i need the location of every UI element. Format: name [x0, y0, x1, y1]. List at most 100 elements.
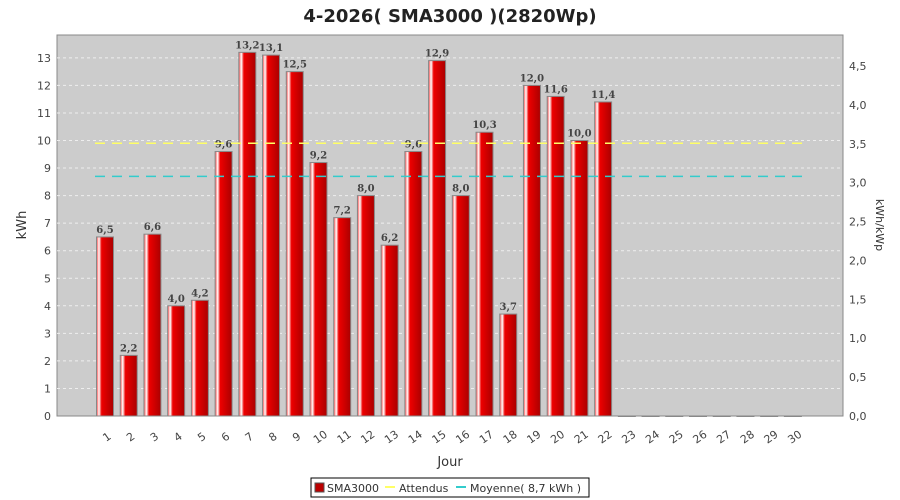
y-tick-label: 11 [37, 107, 51, 120]
y2-tick-label: 1,5 [849, 293, 867, 306]
bar-day-10 [309, 162, 328, 417]
bar-value-label: 3,7 [500, 302, 517, 313]
bar-day-25 [665, 415, 684, 417]
x-tick-label: 12 [358, 428, 377, 447]
legend-label-sma3000: SMA3000 [327, 482, 379, 495]
bar-day-30 [783, 415, 802, 417]
bar-day-16 [451, 195, 470, 417]
bar-day-11 [333, 217, 352, 417]
x-tick-label: 26 [691, 428, 710, 447]
y-axis-label: kWh [15, 211, 30, 240]
x-tick-label: 13 [382, 428, 401, 447]
bar-day-26 [689, 415, 707, 417]
bar-day-9 [285, 71, 304, 417]
x-tick-label: 4 [172, 430, 185, 445]
y-tick-label: 6 [44, 245, 51, 258]
x-tick-label: 19 [524, 428, 543, 447]
y-tick-label: 8 [44, 190, 51, 203]
y-tick-label: 10 [37, 135, 51, 148]
x-tick-label: 9 [290, 430, 303, 445]
y-tick-label: 5 [44, 272, 51, 285]
bar-value-label: 13,1 [259, 43, 283, 54]
x-tick-label: 27 [714, 428, 733, 447]
bar-value-label: 8,0 [452, 184, 469, 195]
x-tick-label: 5 [195, 430, 208, 445]
x-tick-label: 15 [430, 428, 449, 447]
bar-day-13 [380, 244, 399, 417]
x-tick-label: 6 [219, 430, 232, 445]
x-tick-label: 22 [596, 428, 615, 447]
x-tick-label: 1 [100, 430, 113, 445]
bar-day-3 [143, 233, 162, 417]
x-tick-label: 21 [572, 428, 591, 447]
legend-swatch-sma3000 [314, 482, 325, 493]
y-tick-label: 7 [44, 217, 51, 230]
bar-value-label: 10,3 [472, 120, 496, 131]
bar-day-17 [475, 131, 494, 417]
bar-day-22 [594, 101, 613, 417]
x-tick-label: 10 [311, 428, 330, 447]
bar-day-5 [190, 299, 209, 417]
bar-value-label: 8,0 [357, 184, 374, 195]
bar-day-19 [522, 84, 541, 417]
bar-value-label: 13,2 [235, 40, 259, 51]
bar-value-label: 9,2 [310, 151, 327, 162]
y-tick-label: 2 [44, 355, 51, 368]
bar-day-1 [96, 236, 114, 417]
x-tick-label: 24 [643, 428, 662, 447]
bar-day-6 [214, 151, 233, 417]
y-tick-label: 12 [37, 79, 51, 92]
bar-day-21 [570, 140, 589, 417]
x-axis-label: Jour [436, 455, 463, 470]
y-tick-label: 1 [44, 382, 51, 395]
bar-day-4 [167, 305, 186, 417]
x-tick-label: 16 [453, 428, 472, 447]
bar-day-20 [546, 95, 565, 417]
bar-value-label: 4,0 [167, 294, 184, 305]
x-tick-label: 8 [266, 430, 279, 445]
bar-value-label: 9,6 [405, 140, 422, 151]
x-tick-label: 3 [148, 430, 161, 445]
x-tick-label: 18 [501, 428, 520, 447]
bar-day-18 [499, 313, 518, 417]
y-tick-label: 3 [44, 327, 51, 340]
x-tick-label: 7 [243, 430, 256, 445]
y-tick-label: 0 [44, 410, 51, 423]
bar-day-15 [428, 60, 447, 417]
bar-value-label: 12,5 [283, 60, 307, 71]
bar-day-12 [356, 195, 375, 417]
y2-tick-label: 1,0 [849, 332, 867, 345]
bar-value-label: 10,0 [567, 129, 591, 140]
x-tick-label: 11 [335, 428, 354, 447]
bar-day-28 [736, 415, 755, 417]
y-tick-label: 13 [37, 52, 51, 65]
bar-value-label: 11,6 [544, 84, 568, 95]
bar-value-label: 12,0 [520, 73, 544, 84]
y2-tick-label: 2,0 [849, 254, 867, 267]
x-tick-label: 25 [667, 428, 686, 447]
x-tick-label: 28 [738, 428, 757, 447]
bar-value-label: 9,6 [215, 140, 232, 151]
plot-area [56, 34, 844, 417]
y2-tick-label: 2,5 [849, 216, 867, 229]
bar-day-23 [617, 415, 636, 417]
x-tick-label: 23 [619, 428, 638, 447]
bar-day-7 [238, 51, 257, 417]
y-tick-label: 4 [44, 300, 51, 313]
x-tick-label: 14 [406, 428, 425, 447]
bar-day-27 [712, 415, 731, 417]
y2-tick-label: 4,5 [849, 60, 867, 73]
y2-tick-label: 0,0 [849, 410, 867, 423]
y2-tick-label: 4,0 [849, 99, 867, 112]
y2-tick-label: 0,5 [849, 371, 867, 384]
y-tick-label: 9 [44, 162, 51, 175]
legend: SMA3000 Attendus Moyenne( 8,7 kWh ) [310, 477, 590, 498]
bar-value-label: 6,5 [96, 225, 113, 236]
bar-value-label: 2,2 [120, 343, 137, 354]
bar-value-label: 4,2 [191, 288, 208, 299]
legend-label-attendus: Attendus [399, 482, 449, 495]
bar-day-2 [119, 354, 138, 417]
legend-label-moyenne: Moyenne( 8,7 kWh ) [470, 482, 581, 495]
bar-day-24 [641, 415, 660, 417]
x-tick-label: 30 [785, 428, 804, 447]
